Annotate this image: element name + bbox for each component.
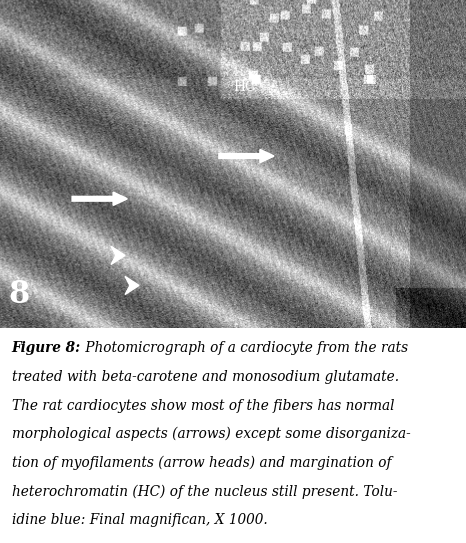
- Polygon shape: [125, 276, 139, 294]
- Text: treated with beta-carotene and monosodium glutamate.: treated with beta-carotene and monosodiu…: [12, 370, 399, 384]
- FancyArrow shape: [72, 192, 127, 205]
- Polygon shape: [111, 247, 125, 264]
- Text: HC: HC: [233, 80, 256, 94]
- FancyArrow shape: [219, 149, 274, 162]
- Text: Photomicrograph of a cardiocyte from the rats: Photomicrograph of a cardiocyte from the…: [81, 341, 408, 355]
- Text: tion of myofilaments (arrow heads) and margination of: tion of myofilaments (arrow heads) and m…: [12, 456, 391, 470]
- Text: idine blue: Final magnifican, X 1000.: idine blue: Final magnifican, X 1000.: [12, 513, 267, 527]
- Text: morphological aspects (arrows) except some disorganiza-: morphological aspects (arrows) except so…: [12, 427, 411, 441]
- Text: heterochromatin (HC) of the nucleus still present. Tolu-: heterochromatin (HC) of the nucleus stil…: [12, 484, 397, 498]
- Text: Figure 8:: Figure 8:: [12, 341, 81, 355]
- Text: 8: 8: [8, 279, 29, 310]
- Text: The rat cardiocytes show most of the fibers has normal: The rat cardiocytes show most of the fib…: [12, 399, 394, 413]
